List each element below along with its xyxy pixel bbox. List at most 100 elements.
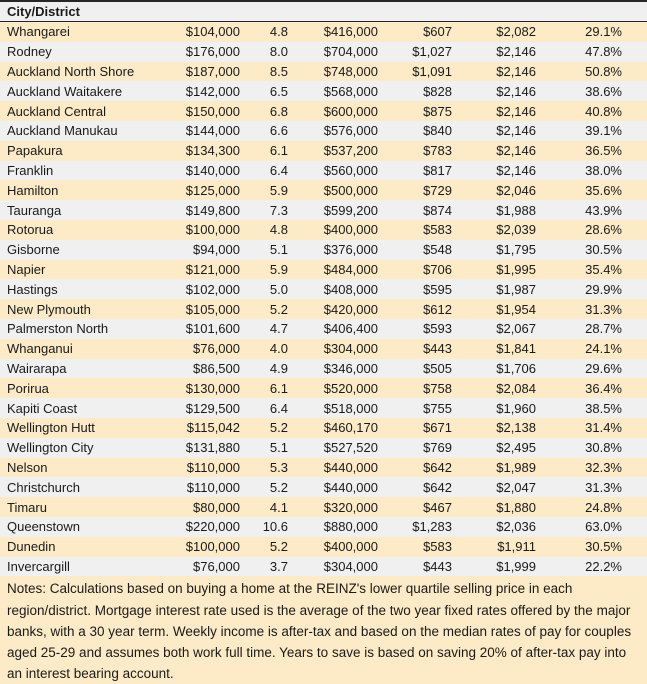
table-cell: 35.6% [585,182,622,198]
table-cell: $1,880 [496,499,536,515]
table-row: Napier $121,000 5.9 $484,000 $706 $1,995… [0,259,647,280]
table-cell: $583 [423,222,452,238]
table-cell: $149,800 [185,202,240,218]
table-cell: $440,000 [323,459,378,475]
table-cell: 6.8 [269,103,288,119]
table-cell: $2,084 [496,380,536,396]
table-row: Whanganui $76,000 4.0 $304,000 $443 $1,8… [0,338,647,359]
table-cell: $537,200 [323,143,378,159]
table-cell: $400,000 [323,539,378,555]
table-cell: 43.9% [585,202,622,218]
table-body: Whangarei $104,000 4.8 $416,000 $607 $2,… [0,22,647,577]
table-cell: $125,000 [185,182,240,198]
table-cell: $134,300 [185,143,240,159]
table-cell: 22.2% [585,558,622,574]
table-cell: $129,500 [185,400,240,416]
table-cell: $595 [423,281,452,297]
table-row: Wairarapa $86,500 4.9 $346,000 $505 $1,7… [0,358,647,379]
table-cell: $2,046 [496,182,536,198]
table-cell: 24.1% [585,341,622,357]
table-cell: Invercargill [7,558,70,574]
table-cell: 6.4 [269,400,288,416]
table-cell: $76,000 [193,558,240,574]
table-cell: Palmerston North [7,321,109,337]
table-cell: $607 [423,24,452,40]
table-cell: $2,146 [496,123,536,139]
table-cell: 31.4% [585,420,622,436]
table-cell: 30.5% [585,242,622,258]
table-cell: $880,000 [323,519,378,535]
table-cell: $706 [423,261,452,277]
table-cell: $443 [423,341,452,357]
column-header-city-district: City/District [7,4,80,19]
table-cell: $1,841 [496,341,536,357]
table-cell: 6.1 [269,143,288,159]
table-cell: $505 [423,360,452,376]
table-cell: Papakura [7,143,63,159]
table-cell: 36.4% [585,380,622,396]
table-cell: $408,000 [323,281,378,297]
table-cell: 4.8 [269,24,288,40]
table-row: Dunedin $100,000 5.2 $400,000 $583 $1,91… [0,536,647,557]
table-cell: $748,000 [323,63,378,79]
table-header-row: City/District [0,0,647,22]
table-row: Hastings $102,000 5.0 $408,000 $595 $1,9… [0,279,647,300]
table-cell: $2,138 [496,420,536,436]
table-cell: 28.6% [585,222,622,238]
table-cell: $783 [423,143,452,159]
table-cell: $599,200 [323,202,378,218]
table-cell: 5.2 [269,301,288,317]
table-cell: Auckland Central [7,103,106,119]
table-cell: Rodney [7,44,52,60]
table-cell: 4.8 [269,222,288,238]
table-cell: $130,000 [185,380,240,396]
table-cell: $875 [423,103,452,119]
table-cell: $769 [423,440,452,456]
table-cell: $1,283 [412,519,452,535]
table-cell: $2,146 [496,143,536,159]
table-cell: $642 [423,479,452,495]
table-cell: Kapiti Coast [7,400,78,416]
table-cell: Tauranga [7,202,62,218]
table-cell: $406,400 [323,321,378,337]
table-cell: $2,495 [496,440,536,456]
table-cell: 8.5 [269,63,288,79]
table-cell: $2,067 [496,321,536,337]
table-cell: Rotorua [7,222,54,238]
table-cell: Porirua [7,380,49,396]
table-row: Kapiti Coast $129,500 6.4 $518,000 $755 … [0,398,647,418]
table-cell: 4.0 [269,341,288,357]
table-cell: $2,039 [496,222,536,238]
table-cell: $443 [423,558,452,574]
table-cell: $1,960 [496,400,536,416]
table-cell: $2,146 [496,162,536,178]
table-cell: $2,082 [496,24,536,40]
table-cell: $176,000 [185,44,240,60]
table-cell: $840 [423,123,452,139]
table-cell: Whangarei [7,24,70,40]
table-cell: 5.2 [269,539,288,555]
table-row: Auckland Central $150,000 6.8 $600,000 $… [0,101,647,121]
table-cell: $1,911 [497,539,536,555]
table-cell: $828 [423,83,452,99]
table-row: Auckland Waitakere $142,000 6.5 $568,000… [0,81,647,102]
table-cell: 40.8% [585,103,622,119]
table-cell: 36.5% [585,143,622,159]
table-cell: 63.0% [585,519,622,535]
table-cell: $612 [423,301,452,317]
table-cell: 5.3 [269,459,288,475]
table-cell: $1,987 [496,281,536,297]
table-cell: Christchurch [7,479,80,495]
table-cell: $576,000 [323,123,378,139]
table-cell: $484,000 [323,261,378,277]
table-cell: Hastings [7,281,58,297]
table-cell: 5.9 [269,261,288,277]
table-cell: $100,000 [185,222,240,238]
notes-text: Notes: Calculations based on buying a ho… [0,576,647,684]
table-cell: 5.1 [269,242,288,258]
table-cell: 50.8% [585,63,622,79]
table-cell: Auckland Waitakere [7,83,123,99]
table-cell: Hamilton [7,182,59,198]
table-cell: Auckland North Shore [7,63,135,79]
